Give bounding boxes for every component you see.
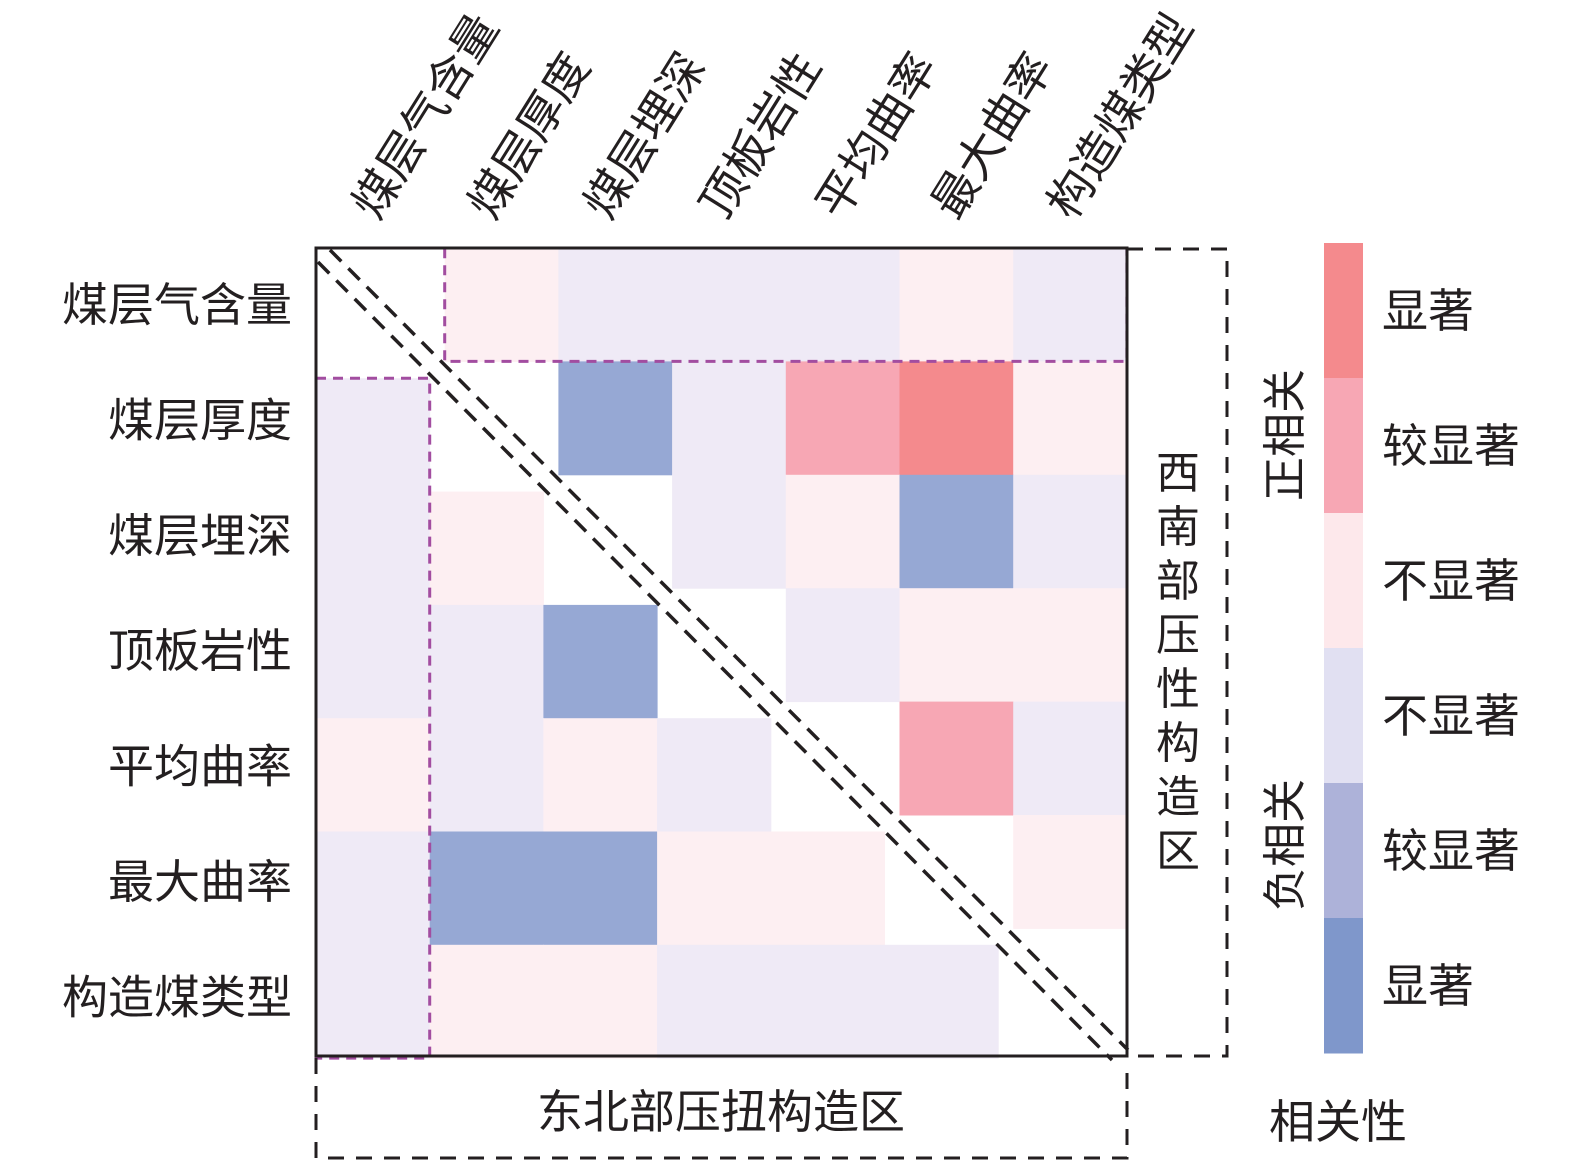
- heatmap-cell-lower: [316, 831, 431, 946]
- row-label: 顶板岩性: [108, 624, 292, 678]
- heatmap-cell-lower: [316, 491, 431, 606]
- heatmap-cell-upper: [1013, 361, 1128, 476]
- upper-region-label-char: 部: [1156, 556, 1200, 607]
- heatmap-cell-upper: [1013, 815, 1128, 929]
- legend-label: 不显著: [1382, 554, 1520, 608]
- legend-swatch: [1324, 378, 1363, 514]
- legend-label: 显著: [1382, 284, 1474, 338]
- upper-region-box: [1127, 247, 1229, 1058]
- row-label: 平均曲率: [108, 740, 292, 794]
- heatmap-cell-upper: [672, 248, 787, 362]
- lower-region-label: 东北部压扭构造区: [537, 1085, 905, 1139]
- heatmap-cell-lower: [657, 831, 772, 946]
- upper-region-label-char: 南: [1156, 502, 1200, 553]
- heatmap-cell-upper: [672, 474, 787, 589]
- heatmap-cell-lower: [316, 378, 431, 493]
- heatmap-cell-upper: [1013, 588, 1128, 703]
- heatmap-cell-lower: [316, 718, 431, 832]
- legend-label: 不显著: [1382, 689, 1520, 743]
- heatmap-cell-lower: [429, 831, 544, 946]
- lower-triangle-cells: [316, 378, 999, 1059]
- heatmap-cell-upper: [1013, 701, 1128, 816]
- heatmap-cell-lower: [429, 944, 544, 1059]
- heatmap-cell-lower: [429, 718, 544, 832]
- matrix-frame: [314, 246, 1129, 1058]
- heatmap-cell-upper: [899, 248, 1014, 362]
- heatmap-cell-lower: [543, 944, 658, 1059]
- row-label: 煤层厚度: [108, 393, 292, 447]
- upper-region-label-char: 性: [1156, 664, 1200, 715]
- upper-region-label: 西南部压性构造区: [1156, 448, 1200, 877]
- row-label: 构造煤类型: [62, 970, 292, 1024]
- heatmap-cell-upper: [785, 588, 900, 703]
- diagonal-divider-line: [328, 248, 1130, 1052]
- legend-label: 较显著: [1382, 824, 1520, 878]
- row-label: 煤层埋深: [108, 509, 292, 563]
- heatmap-cell-lower: [316, 944, 431, 1059]
- heatmap-cell-lower: [543, 718, 658, 832]
- heatmap-cell-lower: [657, 718, 772, 832]
- upper-region-label-char: 西: [1156, 448, 1200, 499]
- row-label: 最大曲率: [108, 855, 292, 909]
- diagonal-divider-line: [316, 260, 1114, 1062]
- heatmap-cell-lower: [657, 944, 772, 1059]
- heatmap-cell-upper: [785, 474, 900, 589]
- heatmap-cell-upper: [1013, 474, 1128, 589]
- legend-negative-group-label: 负相关: [1260, 779, 1311, 911]
- legend-label: 较显著: [1382, 419, 1520, 473]
- upper-region-label-char: 压: [1156, 610, 1200, 661]
- heatmap-cell-upper: [1013, 248, 1128, 362]
- legend-title: 相关性: [1269, 1095, 1407, 1149]
- heatmap-cell-lower: [429, 604, 544, 719]
- heatmap-cell-upper: [558, 361, 673, 476]
- legend-swatch: [1324, 513, 1363, 649]
- heatmap-cell-lower: [316, 604, 431, 719]
- heatmap-cell-lower: [543, 831, 658, 946]
- heatmap-cell-upper: [899, 701, 1014, 816]
- upper-region-label-char: 造: [1156, 772, 1200, 823]
- legend-positive-group-label: 正相关: [1260, 369, 1311, 501]
- legend-swatch: [1324, 648, 1363, 784]
- upper-triangle-cells: [444, 248, 1128, 929]
- heatmap-cell-upper: [785, 361, 900, 476]
- heatmap-cell-lower: [884, 944, 999, 1059]
- heatmap-cell-upper: [672, 361, 787, 476]
- legend-swatch: [1324, 783, 1363, 919]
- heatmap-cell-lower: [770, 944, 885, 1059]
- lower-region-box: [314, 1058, 1129, 1160]
- heatmap-cell-upper: [899, 474, 1014, 589]
- heatmap-cell-lower: [770, 831, 885, 946]
- heatmap-cell-upper: [899, 361, 1014, 476]
- legend-swatch: [1324, 918, 1363, 1054]
- heatmap-cell-upper: [899, 588, 1014, 703]
- heatmap-cell-upper: [558, 248, 673, 362]
- heatmap-cell-upper: [785, 248, 900, 362]
- heatmap-cell-upper: [444, 248, 559, 362]
- heatmap-cell-lower: [429, 491, 544, 606]
- upper-region-label-char: 构: [1156, 718, 1200, 769]
- legend-label: 显著: [1382, 959, 1474, 1013]
- row-label: 煤层气含量: [62, 278, 292, 332]
- heatmap-cell-lower: [543, 604, 658, 719]
- legend-swatch: [1324, 243, 1363, 379]
- column-label: 构造煤类型: [1036, 4, 1204, 228]
- upper-region-label-char: 区: [1156, 826, 1200, 877]
